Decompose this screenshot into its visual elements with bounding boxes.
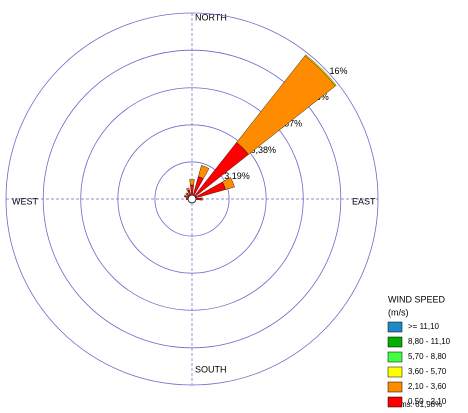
- ring-label: 16%: [330, 66, 348, 76]
- legend-swatch: [387, 396, 403, 408]
- legend-title: WIND SPEED: [388, 294, 446, 304]
- center: [187, 194, 197, 204]
- ring: [154, 161, 230, 237]
- legend-swatch: [387, 336, 403, 348]
- ring-label: 6,38%: [250, 145, 276, 155]
- legend-swatch: [387, 351, 403, 363]
- wedge: [183, 194, 187, 198]
- legend-label: 0,50 - 2,10: [408, 397, 447, 406]
- legend-label: 8,80 - 11,10: [408, 337, 451, 346]
- legend-label: 5,70 - 8,80: [408, 352, 447, 361]
- compass-label: EAST: [352, 196, 376, 206]
- calms: Calms: 61,98%: [388, 400, 442, 409]
- wedge: [185, 192, 188, 195]
- ring-label: 9,57%: [277, 119, 303, 129]
- legend-label: 3,60 - 5,70: [408, 367, 447, 376]
- legend-swatch: [387, 321, 403, 333]
- legend-unit: (m/s): [388, 307, 409, 317]
- legend-label: >= 11,10: [408, 322, 440, 331]
- wedge: [201, 197, 203, 201]
- compass-label: WEST: [12, 196, 39, 206]
- wedge: [189, 179, 195, 186]
- wedge: [222, 177, 235, 190]
- legend-label: 2,10 - 3,60: [408, 382, 447, 391]
- wedge: [304, 54, 337, 87]
- legend-swatch: [387, 366, 403, 378]
- compass-label: SOUTH: [195, 364, 227, 374]
- legend-swatch: [387, 381, 403, 393]
- compass-label: NORTH: [195, 12, 227, 22]
- wedge: [198, 165, 210, 179]
- wedge: [186, 187, 190, 192]
- ring: [42, 49, 342, 349]
- ring-label: 3,19%: [224, 171, 250, 181]
- ring: [5, 12, 379, 386]
- ring: [80, 87, 304, 311]
- ring: [117, 124, 267, 274]
